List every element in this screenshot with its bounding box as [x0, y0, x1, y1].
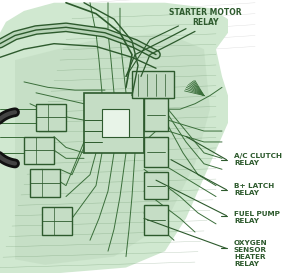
Bar	[24, 136, 54, 164]
Bar	[30, 169, 60, 197]
Text: STARTER MOTOR
RELAY: STARTER MOTOR RELAY	[169, 8, 242, 28]
Bar	[144, 205, 168, 235]
Text: OXYGEN
SENSOR
HEATER
RELAY: OXYGEN SENSOR HEATER RELAY	[234, 241, 268, 267]
Text: B+ LATCH
RELAY: B+ LATCH RELAY	[234, 183, 274, 196]
Bar	[144, 172, 168, 199]
Bar	[144, 98, 168, 131]
Polygon shape	[15, 33, 210, 265]
Bar	[42, 207, 72, 235]
Bar	[36, 104, 66, 131]
Text: FUEL PUMP
RELAY: FUEL PUMP RELAY	[234, 210, 280, 224]
Bar	[132, 71, 174, 98]
Bar	[144, 136, 168, 167]
Polygon shape	[0, 3, 228, 273]
Text: A/C CLUTCH
RELAY: A/C CLUTCH RELAY	[234, 153, 282, 166]
Bar	[84, 93, 144, 153]
Bar	[102, 109, 129, 136]
